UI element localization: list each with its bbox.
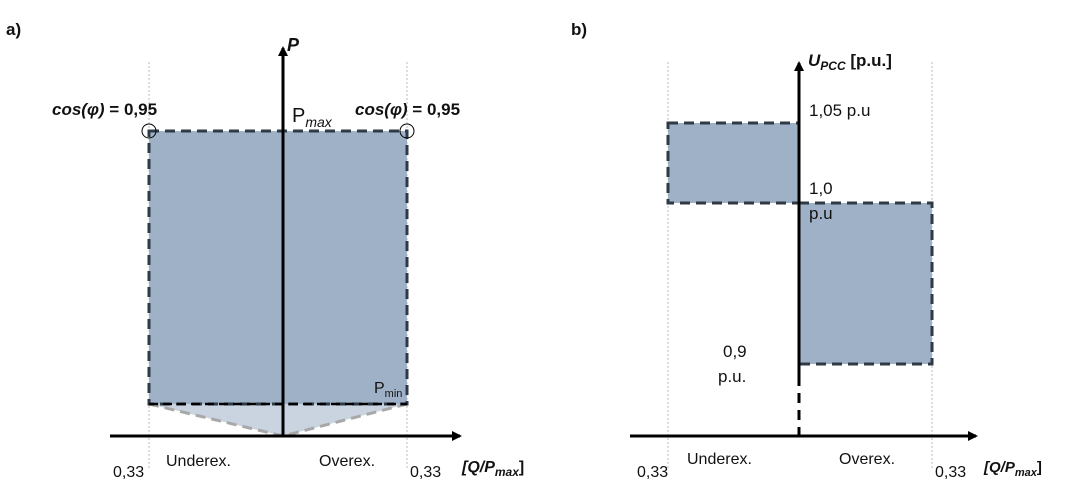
right-corner-marker bbox=[399, 123, 415, 139]
operating-region-a bbox=[147, 129, 409, 406]
left-corner-marker bbox=[141, 123, 157, 139]
lower-voltage-label-unit: p.u. bbox=[718, 367, 746, 386]
underexcited-label-a: Underex. bbox=[166, 453, 231, 470]
q-axis-label-a: [Q/Pmax] bbox=[461, 459, 524, 479]
upper-voltage-label: 1,05 p.u bbox=[809, 101, 870, 120]
p-axis-label: P bbox=[287, 35, 300, 55]
cos-phi-left-label: cos(φ) = 0,95 bbox=[52, 100, 157, 119]
cos-phi-right-label: cos(φ) = 0,95 bbox=[355, 100, 460, 119]
left-limit-tick: 0,33 bbox=[113, 464, 144, 479]
panel-b-tag: b) bbox=[571, 20, 587, 39]
u-axis-label: UPCC [p.u.] bbox=[808, 51, 892, 73]
right-limit-tick-b: 0,33 bbox=[935, 464, 966, 479]
underexcited-label-b: Underex. bbox=[687, 451, 752, 468]
panel-a: a) P Pmax Pmin cos(φ) = 0,95 cos(φ) = 0,… bbox=[6, 20, 524, 479]
left-limit-tick-b: 0,33 bbox=[637, 464, 668, 479]
q-axis-label-b: [Q/Pmax] bbox=[983, 459, 1042, 479]
nominal-voltage-label-unit: p.u bbox=[809, 204, 833, 223]
overexcited-label-a: Overex. bbox=[319, 453, 375, 470]
pmax-label: Pmax bbox=[292, 105, 333, 130]
lower-voltage-label-value: 0,9 bbox=[723, 342, 747, 361]
nominal-voltage-label-value: 1,0 bbox=[809, 179, 833, 198]
overexcited-region bbox=[797, 201, 934, 366]
right-limit-tick: 0,33 bbox=[410, 464, 441, 479]
underexcited-region bbox=[666, 121, 801, 205]
panel-b: b) UPCC [p.u.] 1,05 p.u 1,0 p.u 0,9 p.u.… bbox=[571, 20, 1042, 479]
overexcited-label-b: Overex. bbox=[839, 451, 895, 468]
pmin-label: Pmin bbox=[374, 380, 402, 400]
low-power-region bbox=[149, 404, 407, 436]
panel-a-tag: a) bbox=[6, 20, 21, 39]
